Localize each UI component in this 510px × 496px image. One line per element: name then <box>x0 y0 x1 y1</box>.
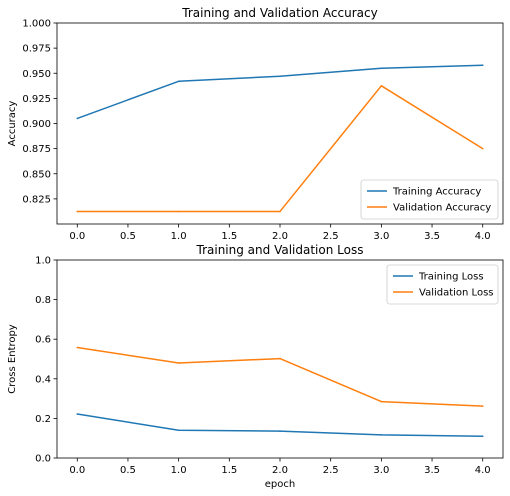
y-tick-label: 1.0 <box>35 256 51 267</box>
x-tick-label: 3.0 <box>373 231 389 242</box>
y-tick-label: 0.4 <box>35 374 51 385</box>
y-axis-label: Accuracy <box>7 101 18 147</box>
x-tick-label: 1.5 <box>221 231 237 242</box>
data-point <box>481 405 484 407</box>
x-tick-label: 1.0 <box>171 231 187 242</box>
x-tick-label: 2.5 <box>323 231 339 242</box>
legend-box <box>360 179 499 220</box>
y-tick-label: 0.825 <box>22 194 51 205</box>
x-tick-label: 1.5 <box>221 465 237 476</box>
legend-entry: Validation Loss <box>419 288 494 299</box>
y-tick-label: 0.900 <box>22 119 51 130</box>
x-tick-label: 0.5 <box>120 231 136 242</box>
data-point <box>76 117 79 120</box>
legend-entry: Training Accuracy <box>392 187 481 198</box>
x-tick-label: 4.0 <box>475 465 491 476</box>
x-tick-label: 2.5 <box>323 465 339 476</box>
data-point <box>481 147 484 150</box>
x-tick-label: 0.0 <box>69 465 85 476</box>
y-tick-label: 0.975 <box>22 44 51 55</box>
legend-entry: Training Loss <box>418 272 484 283</box>
x-tick-label: 4.0 <box>475 231 491 242</box>
legend-entry: Validation Accuracy <box>393 203 491 214</box>
data-point <box>279 75 281 78</box>
y-tick-label: 0.925 <box>22 94 51 105</box>
y-axis-label: Cross Entropy <box>7 324 18 394</box>
y-tick-label: 0.8 <box>35 295 51 306</box>
x-tick-label: 3.5 <box>424 231 440 242</box>
x-tick-label: 2.0 <box>272 465 288 476</box>
data-point <box>481 435 484 438</box>
x-tick-label: 3.5 <box>424 465 440 476</box>
y-tick-label: 0.6 <box>35 335 51 346</box>
chart-title: Training and Validation Loss <box>196 243 364 257</box>
y-tick-label: 0.950 <box>22 69 51 80</box>
loss-chart: 0.0 0.5 1.0 1.5 2.0 2.5 3.0 3.5 4.0 0.0 0.2 0.4 0.6 0… <box>7 243 504 490</box>
data-point <box>380 67 383 70</box>
y-tick-label: 0.0 <box>35 454 51 465</box>
x-axis-label: epoch <box>265 479 295 490</box>
series-line-2 <box>77 346 483 407</box>
x-tick-label: 0.0 <box>69 231 85 242</box>
x-tick-label: 0.5 <box>120 465 136 476</box>
data-point <box>76 346 79 349</box>
data-point <box>76 413 79 415</box>
data-point <box>76 210 79 213</box>
data-point <box>177 362 180 364</box>
x-tick-label: 2.0 <box>272 231 288 242</box>
data-point <box>279 357 281 360</box>
chart-title: Training and Validation Accuracy <box>181 6 377 20</box>
data-point <box>380 434 383 436</box>
series-line-1 <box>77 413 483 437</box>
y-tick-label: 0.875 <box>22 144 51 155</box>
y-tick-label: 0.850 <box>22 169 51 180</box>
x-tick-label: 1.0 <box>171 465 187 476</box>
y-tick-label: 1.000 <box>22 19 51 30</box>
data-point <box>177 80 180 83</box>
x-tick-label: 3.0 <box>373 465 389 476</box>
y-tick-label: 0.2 <box>35 414 51 425</box>
data-point <box>279 210 281 213</box>
accuracy-chart: 0.0 0.5 1.0 1.5 2.0 2.5 3.0 3.5 4.0 0.825 0.850 0.8… <box>7 6 504 242</box>
data-point <box>481 64 484 67</box>
data-point <box>177 210 180 213</box>
data-point <box>177 429 180 432</box>
data-point <box>380 400 383 403</box>
legend-box <box>386 264 499 305</box>
data-point <box>279 430 281 432</box>
data-point <box>380 85 383 87</box>
